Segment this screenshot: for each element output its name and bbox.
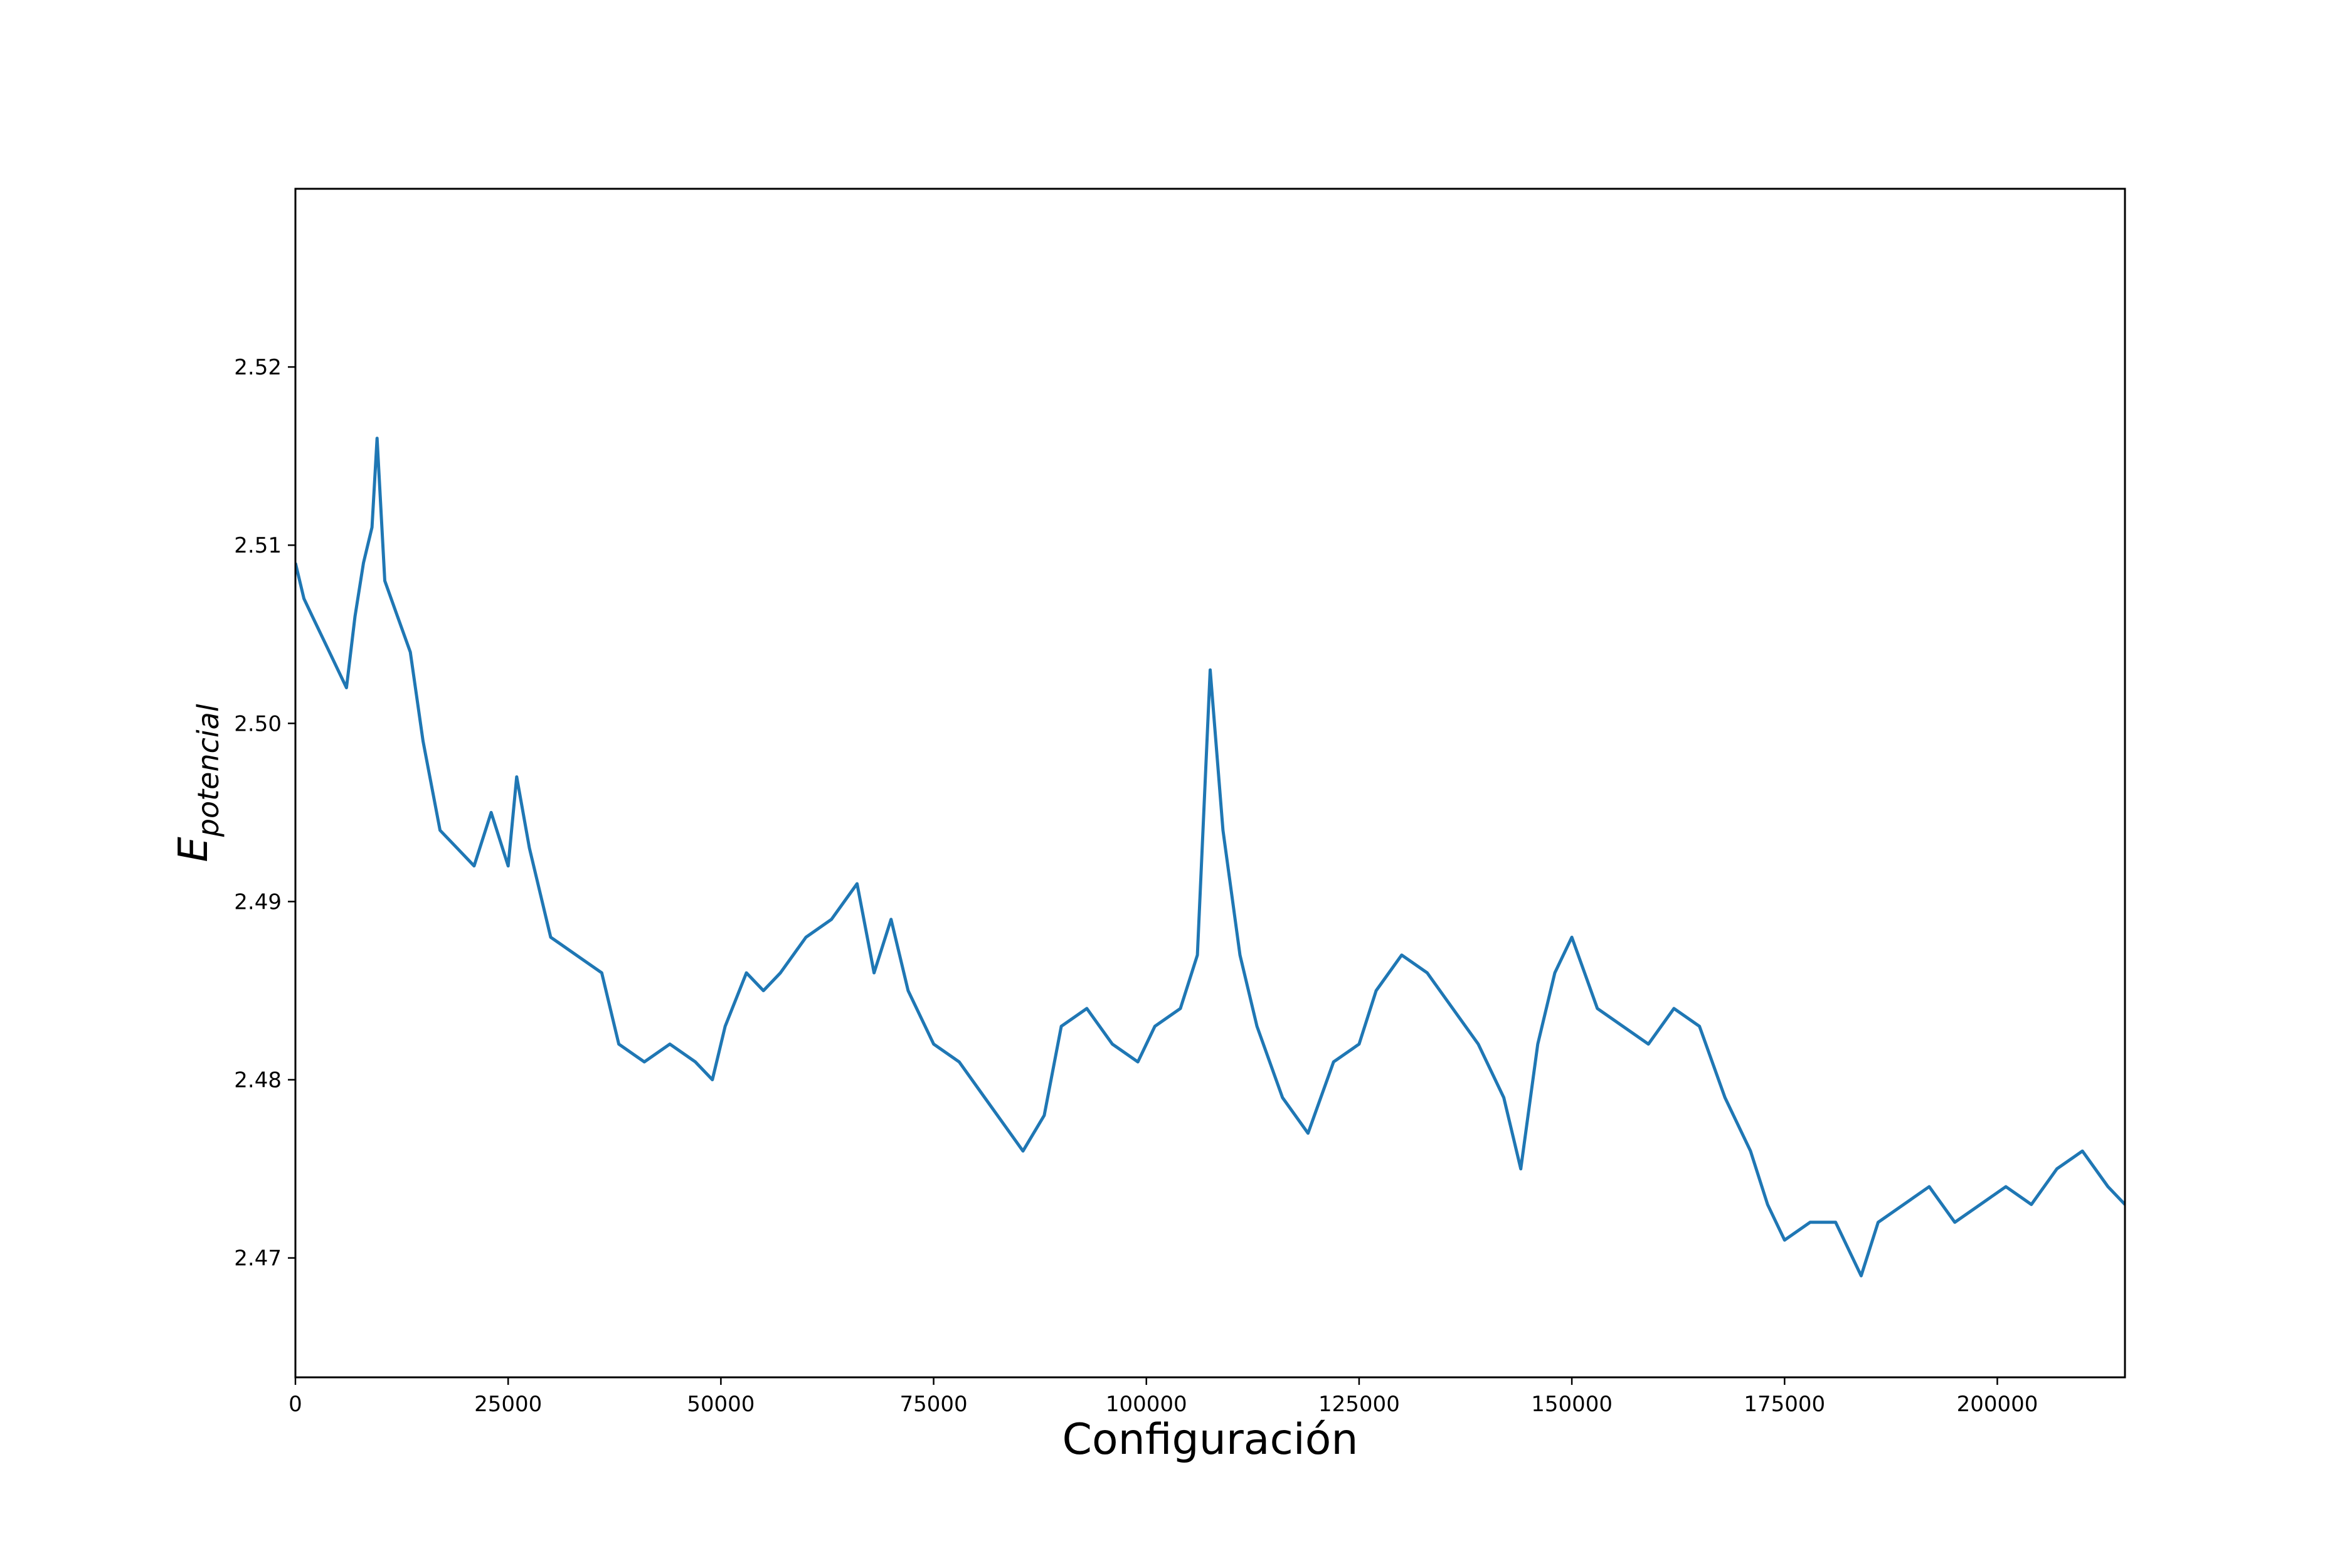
y-axis-title-subscript: potencial bbox=[191, 704, 225, 837]
x-tick-label: 125000 bbox=[1318, 1392, 1400, 1417]
x-tick-label: 25000 bbox=[474, 1392, 542, 1417]
series-line-0 bbox=[295, 437, 2125, 1278]
y-axis-title-main: E bbox=[171, 837, 217, 862]
y-tick-label: 2.48 bbox=[234, 1068, 282, 1093]
y-tick-label: 2.49 bbox=[234, 889, 282, 914]
x-tick-label: 150000 bbox=[1531, 1392, 1613, 1417]
x-tick-label: 50000 bbox=[687, 1392, 755, 1417]
y-tick-label: 2.47 bbox=[234, 1246, 282, 1271]
plot-frame bbox=[294, 188, 2126, 1379]
x-tick-label: 75000 bbox=[899, 1392, 967, 1417]
y-tick-label: 2.50 bbox=[234, 711, 282, 736]
x-tick-label: 200000 bbox=[1957, 1392, 2038, 1417]
x-axis-title: Configuración bbox=[1062, 1415, 1359, 1465]
axes: 0 25000 50000 75000 100000 125000 150000 175000… bbox=[234, 188, 2126, 1417]
y-tick-label: 2.51 bbox=[234, 533, 282, 558]
x-tick-label: 175000 bbox=[1744, 1392, 1825, 1417]
plot-area bbox=[295, 437, 2125, 1278]
x-tick-label: 100000 bbox=[1106, 1392, 1187, 1417]
y-tick-label: 2.52 bbox=[234, 355, 282, 380]
x-tick-label: 0 bbox=[289, 1392, 302, 1417]
y-axis-title: Epotencial bbox=[171, 704, 225, 862]
